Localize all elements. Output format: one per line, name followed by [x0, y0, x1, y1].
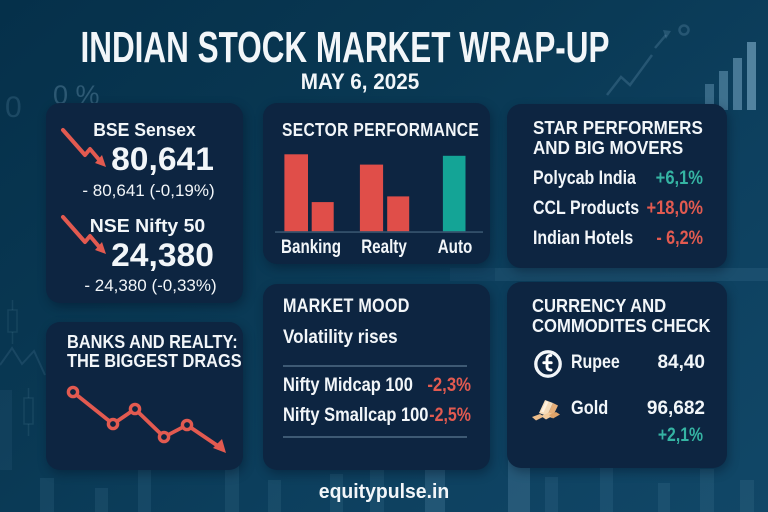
svg-text:9 0: 9 0 — [0, 91, 22, 124]
